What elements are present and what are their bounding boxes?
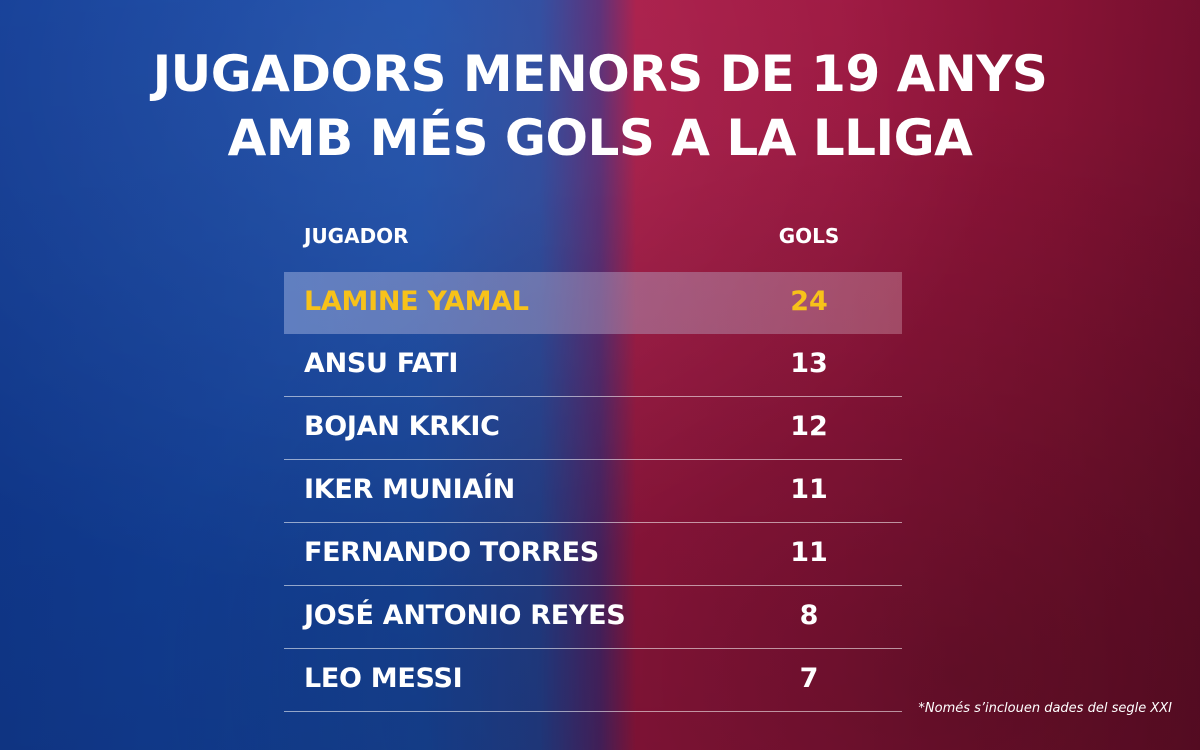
goal-count: 8	[799, 600, 819, 631]
table-row: LAMINE YAMAL 24	[284, 272, 902, 334]
title-line-1: JUGADORS MENORS DE 19 ANYS	[152, 45, 1048, 103]
goals-table: JUGADOR GOLS LAMINE YAMAL 24 ANSU FATI 13 BO…	[284, 210, 902, 712]
table-header: JUGADOR GOLS	[284, 210, 902, 266]
goal-count: 11	[790, 474, 828, 505]
column-header-goals: GOLS	[778, 224, 840, 248]
chart-title: JUGADORS MENORS DE 19 ANYS AMB MÉS GOLS …	[0, 42, 1200, 170]
player-name: FERNANDO TORRES	[304, 537, 599, 568]
player-name: IKER MUNIAÍN	[304, 474, 515, 505]
table-row: BOJAN KRKIC 12	[284, 397, 902, 460]
title-line-2: AMB MÉS GOLS A LA LLIGA	[227, 109, 973, 167]
table-row: JOSÉ ANTONIO REYES 8	[284, 586, 902, 649]
table-row: ANSU FATI 13	[284, 334, 902, 397]
table-row: IKER MUNIAÍN 11	[284, 460, 902, 523]
goal-count: 11	[790, 537, 828, 568]
table-row: FERNANDO TORRES 11	[284, 523, 902, 586]
goal-count: 24	[790, 286, 828, 317]
goal-count: 13	[790, 348, 828, 379]
column-header-player: JUGADOR	[304, 224, 409, 248]
player-name: LEO MESSI	[304, 663, 463, 694]
goal-count: 7	[799, 663, 819, 694]
player-name: JOSÉ ANTONIO REYES	[304, 600, 626, 631]
player-name: LAMINE YAMAL	[304, 286, 529, 317]
player-name: BOJAN KRKIC	[304, 411, 500, 442]
table-body: LAMINE YAMAL 24 ANSU FATI 13 BOJAN KRKIC 12 IK…	[284, 272, 902, 712]
table-row: LEO MESSI 7	[284, 649, 902, 712]
footnote: *Només s’inclouen dades del segle XXI	[918, 701, 1172, 716]
goal-count: 12	[790, 411, 828, 442]
player-name: ANSU FATI	[304, 348, 459, 379]
